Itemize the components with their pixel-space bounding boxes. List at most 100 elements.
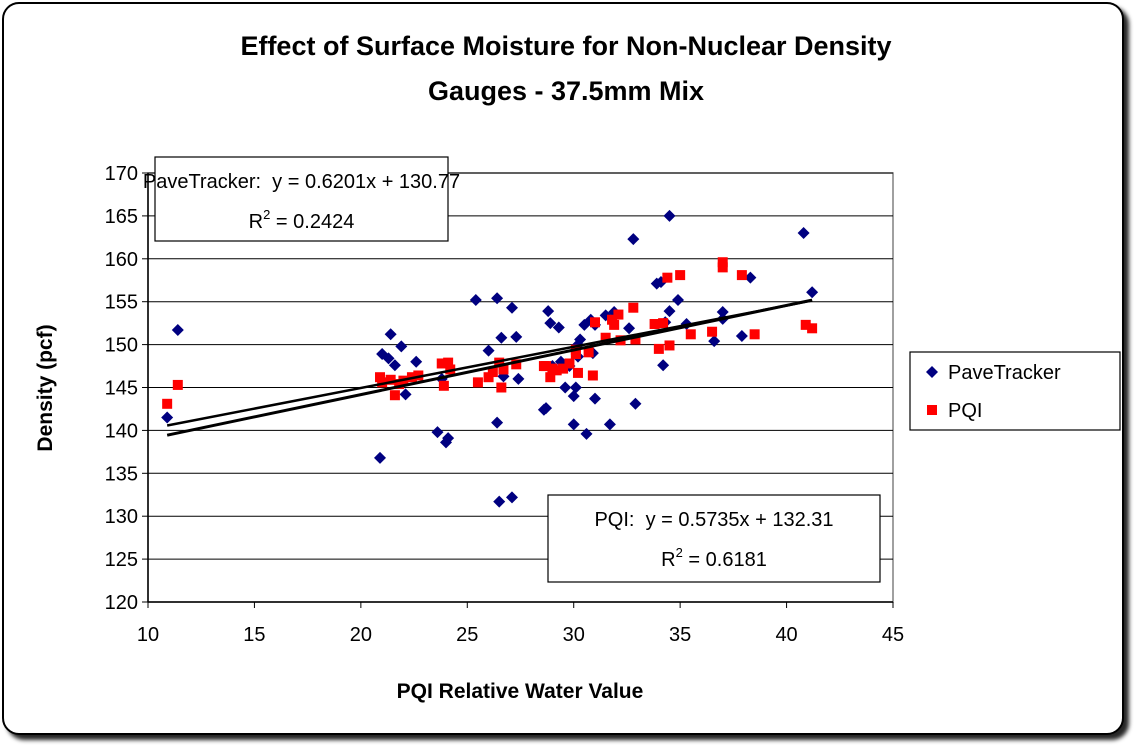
point [744, 271, 757, 284]
point [545, 372, 556, 383]
point [491, 292, 504, 305]
point [675, 270, 686, 281]
point [505, 301, 518, 314]
point [797, 227, 810, 240]
point [493, 495, 506, 508]
point [663, 209, 676, 222]
point [559, 381, 572, 394]
point [442, 432, 455, 445]
point [569, 381, 582, 394]
x-tick-label: 35 [669, 624, 691, 646]
point [736, 270, 747, 281]
point [491, 416, 504, 429]
marks [161, 209, 819, 508]
chart-title: Gauges - 37.5mm Mix [428, 76, 704, 106]
point [375, 372, 386, 383]
point [377, 377, 388, 388]
y-tick-label: 165 [105, 206, 138, 228]
x-tick-label: 10 [137, 624, 159, 646]
point [657, 359, 670, 372]
point [663, 305, 676, 318]
point [495, 331, 508, 344]
y-tick-label: 120 [105, 592, 138, 614]
x-tick-label: 40 [775, 624, 797, 646]
point [807, 323, 818, 334]
trendline [166, 299, 813, 427]
point [587, 370, 598, 381]
point [544, 317, 557, 330]
point [589, 392, 601, 405]
point [482, 344, 495, 357]
point [382, 352, 395, 365]
r-squared-exp: 2 [676, 545, 683, 560]
legend-box [909, 351, 1121, 431]
y-tick-label: 125 [105, 549, 138, 571]
point [395, 340, 408, 353]
point [511, 359, 522, 370]
r-squared: R2 = 0.6181 [661, 545, 767, 571]
x-tick-label: 45 [882, 624, 904, 646]
x-tick-label: 30 [563, 624, 585, 646]
x-axis-title: PQI Relative Water Value [397, 680, 644, 703]
point [431, 426, 444, 439]
r-squared-base: R [249, 211, 263, 233]
point [607, 314, 618, 325]
point [389, 390, 400, 401]
point [649, 319, 660, 330]
point [510, 330, 523, 343]
point [494, 357, 505, 368]
annotation-box [547, 494, 881, 583]
point [662, 272, 673, 283]
point [685, 329, 696, 340]
point [708, 335, 721, 348]
point [542, 305, 555, 318]
point [623, 322, 636, 335]
x-tick-label: 25 [456, 624, 478, 646]
x-tick-label: 15 [243, 624, 265, 646]
r-squared-value: = 0.6181 [683, 549, 767, 571]
point [496, 382, 507, 393]
point [567, 390, 580, 403]
y-tick-label: 135 [105, 463, 138, 485]
point [672, 293, 685, 306]
point [541, 361, 552, 372]
point [600, 332, 611, 343]
x-tick-label: 20 [350, 624, 372, 646]
point [716, 305, 729, 318]
y-tick-label: 160 [105, 249, 138, 271]
point [410, 355, 423, 368]
point [540, 402, 553, 415]
point [399, 388, 412, 401]
point [564, 358, 575, 369]
point [580, 427, 593, 440]
y-tick-label: 130 [105, 506, 138, 528]
point [735, 330, 748, 343]
y-tick-label: 145 [105, 378, 138, 400]
y-tick-label: 150 [105, 335, 138, 357]
point [609, 319, 620, 330]
point [551, 365, 562, 376]
point [800, 319, 811, 330]
r-squared-value: = 0.2424 [270, 211, 354, 233]
point [384, 328, 397, 341]
legend-label: PQI [948, 400, 982, 422]
point [469, 293, 482, 306]
point [653, 343, 664, 354]
point [628, 302, 639, 313]
point [658, 318, 669, 329]
chart-title: Effect of Surface Moisture for Non-Nucle… [240, 31, 891, 61]
point [567, 418, 580, 431]
point [483, 372, 494, 383]
point [717, 262, 728, 273]
point [388, 359, 401, 372]
point [806, 286, 819, 299]
point [629, 397, 642, 410]
point [472, 377, 483, 388]
point [627, 233, 640, 246]
legend-marker [926, 366, 938, 378]
y-tick-label: 155 [105, 292, 138, 314]
point [161, 411, 174, 424]
y-axis-title: Density (pcf) [34, 324, 57, 451]
